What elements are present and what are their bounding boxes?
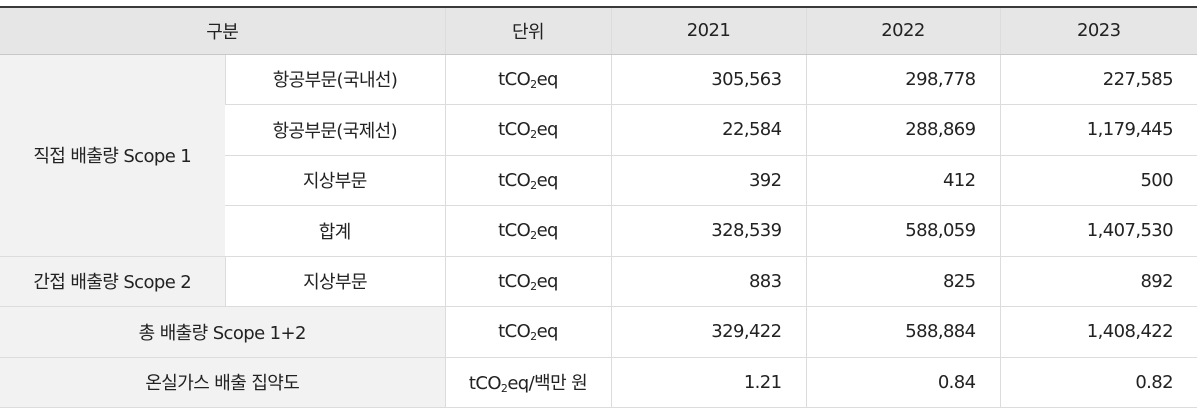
unit-cell: tCO2eq	[444, 155, 612, 206]
unit-prefix: tCO	[498, 68, 531, 90]
group-ghg-intensity: 온실가스 배출 집약도	[0, 357, 446, 408]
value-2023: 1,179,445	[999, 104, 1197, 156]
value-2022: 588,059	[805, 205, 1001, 257]
value-2023: 1,408,422	[999, 306, 1197, 358]
unit-prefix: tCO	[468, 373, 502, 395]
value-2022: 0.84	[805, 357, 1001, 408]
unit-subscript: 2	[530, 178, 537, 192]
table-row: 간접 배출량 Scope 2 지상부문 tCO2eq 883 825 892	[0, 256, 1197, 307]
header-unit: 단위	[444, 6, 612, 55]
unit-subscript: 2	[530, 77, 537, 91]
unit-prefix: tCO	[498, 220, 531, 242]
group-total-scope1-2: 총 배출량 Scope 1+2	[0, 306, 446, 358]
value-2021: 305,563	[610, 54, 807, 105]
value-2023: 227,585	[999, 54, 1197, 105]
unit-suffix: eq	[536, 220, 559, 242]
sub-category: 합계	[225, 205, 446, 257]
unit-suffix: eq	[536, 169, 559, 191]
unit-suffix: eq	[536, 270, 559, 292]
sub-category: 항공부문(국제선)	[225, 104, 446, 156]
value-2022: 588,884	[805, 306, 1001, 358]
unit-cell: tCO2eq	[444, 205, 612, 257]
header-year-2022: 2022	[805, 6, 1001, 55]
unit-suffix: eq	[507, 373, 529, 395]
table-row: 온실가스 배출 집약도 tCO2eq/백만 원 1.21 0.84 0.82	[0, 357, 1197, 408]
table-row: 항공부문(국제선) tCO2eq 22,584 288,869 1,179,44…	[0, 104, 1197, 156]
table-row: 합계 tCO2eq 328,539 588,059 1,407,530	[0, 205, 1197, 257]
value-2023: 892	[999, 256, 1197, 307]
table-row: 지상부문 tCO2eq 392 412 500	[0, 155, 1197, 206]
unit-subscript: 2	[500, 382, 508, 396]
value-2022: 298,778	[805, 54, 1001, 105]
value-2023: 1,407,530	[999, 205, 1197, 257]
unit-suffix: eq	[536, 119, 559, 141]
unit-prefix: tCO	[498, 169, 531, 191]
value-2021: 22,584	[610, 104, 807, 156]
unit-subscript: 2	[530, 279, 537, 293]
sub-category: 지상부문	[224, 256, 446, 307]
header-category: 구분	[0, 6, 446, 55]
table-row: 직접 배출량 Scope 1 항공부문(국내선) tCO2eq 305,563 …	[0, 54, 1197, 257]
value-2022: 288,869	[805, 104, 1001, 156]
unit-prefix: tCO	[498, 321, 531, 343]
emissions-table: 구분 단위 2021 2022 2023 직접 배출량 Scope 1 항공부문…	[0, 6, 1197, 408]
value-2023: 500	[999, 155, 1197, 206]
group-direct-scope1: 직접 배출량 Scope 1	[0, 54, 225, 257]
value-2021: 1.21	[610, 357, 807, 408]
group-indirect-scope2: 간접 배출량 Scope 2	[0, 256, 225, 307]
unit-subscript: 2	[530, 229, 537, 243]
unit-cell: tCO2eq	[444, 54, 612, 105]
sub-category: 항공부문(국내선)	[224, 54, 446, 105]
unit-suffix: eq	[536, 321, 559, 343]
table-row: 총 배출량 Scope 1+2 tCO2eq 329,422 588,884 1…	[0, 306, 1197, 358]
unit-prefix: tCO	[498, 270, 531, 292]
unit-cell: tCO2eq/백만 원	[444, 357, 612, 408]
value-2021: 328,539	[610, 205, 807, 257]
unit-subscript: 2	[530, 128, 537, 142]
unit-cell: tCO2eq	[444, 256, 612, 307]
sub-category: 지상부문	[225, 155, 446, 206]
unit-cell: tCO2eq	[444, 104, 612, 156]
header-year-2021: 2021	[610, 6, 807, 55]
unit-prefix: tCO	[498, 119, 531, 141]
unit-cell: tCO2eq	[444, 306, 612, 358]
value-2022: 412	[805, 155, 1001, 206]
unit-per-million-won: /백만 원	[528, 373, 588, 395]
header-row: 구분 단위 2021 2022 2023	[0, 6, 1197, 55]
unit-suffix: eq	[536, 68, 559, 90]
value-2022: 825	[805, 256, 1001, 307]
header-year-2023: 2023	[999, 6, 1197, 55]
value-2021: 392	[610, 155, 807, 206]
value-2021: 329,422	[610, 306, 807, 358]
value-2023: 0.82	[999, 357, 1197, 408]
unit-subscript: 2	[530, 330, 537, 344]
value-2021: 883	[610, 256, 807, 307]
